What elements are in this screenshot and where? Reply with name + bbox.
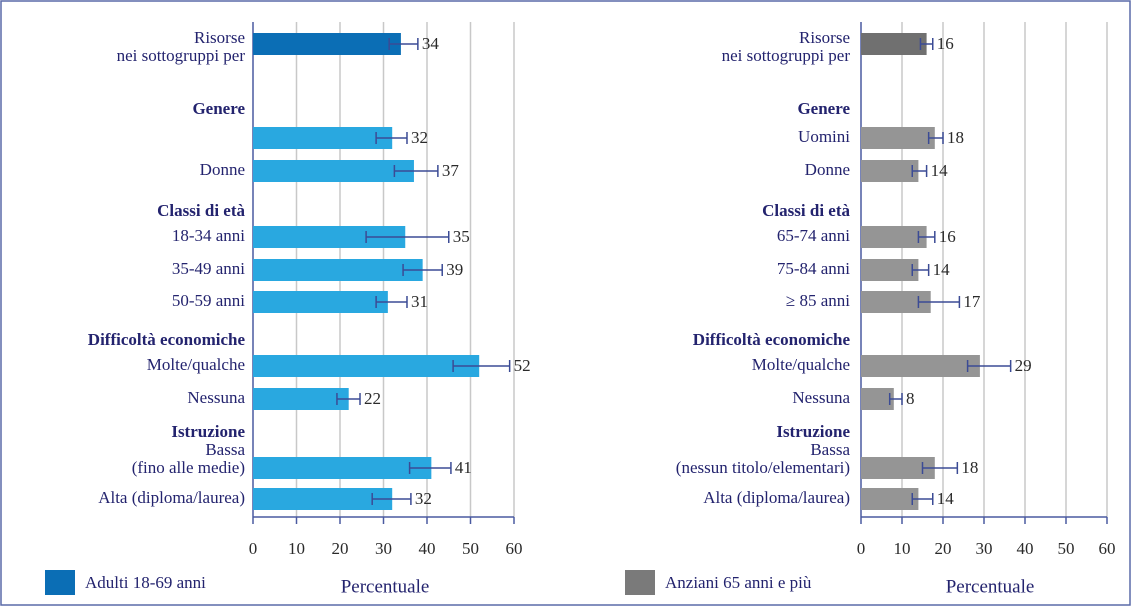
label-line: (fino alle medie) xyxy=(132,458,245,477)
bar xyxy=(253,226,406,248)
x-tick-label: 50 xyxy=(462,539,479,558)
value-label: 52 xyxy=(514,356,531,375)
bar xyxy=(253,259,423,281)
label-line: nei sottogruppi per xyxy=(722,46,851,65)
value-label: 14 xyxy=(937,489,955,508)
group-header: Classi di età xyxy=(157,201,245,220)
x-axis-title: Percentuale xyxy=(341,576,430,597)
value-label: 16 xyxy=(939,227,956,246)
bar xyxy=(253,291,388,313)
bar xyxy=(253,388,349,410)
category-label: 18-34 anni xyxy=(172,226,245,245)
value-label: 18 xyxy=(947,128,964,147)
category-label: Alta (diploma/laurea) xyxy=(703,488,850,507)
x-tick-label: 20 xyxy=(332,539,349,558)
value-label: 14 xyxy=(933,260,951,279)
bar xyxy=(253,457,432,479)
value-label: 22 xyxy=(364,389,381,408)
bar xyxy=(253,127,393,149)
bar xyxy=(861,127,935,149)
value-label: 32 xyxy=(411,128,428,147)
legend-label: Anziani 65 anni e più xyxy=(665,573,812,592)
x-tick-label: 10 xyxy=(894,539,911,558)
group-header: Istruzione xyxy=(171,422,245,441)
category-label: 35-49 anni xyxy=(172,259,245,278)
bar xyxy=(861,457,935,479)
x-tick-label: 50 xyxy=(1058,539,1075,558)
bar xyxy=(253,488,393,510)
bar xyxy=(861,291,931,313)
label-line: Bassa xyxy=(810,440,850,459)
group-header: Difficoltà economiche xyxy=(693,330,851,349)
bar xyxy=(253,33,401,55)
category-label: Risorse nei sottogruppi per xyxy=(117,28,246,65)
bar xyxy=(861,355,980,377)
bar xyxy=(861,488,919,510)
category-label: Donne xyxy=(805,160,850,179)
legend-swatch xyxy=(45,570,75,595)
group-header: Genere xyxy=(192,99,245,118)
category-label: Donne xyxy=(200,160,245,179)
category-label: 75-84 anni xyxy=(777,259,850,278)
value-label: 34 xyxy=(422,34,440,53)
category-label: ≥ 85 anni xyxy=(786,291,850,310)
group-header: Difficoltà economiche xyxy=(88,330,246,349)
category-label: Bassa (nessun titolo/elementari) xyxy=(676,440,851,477)
value-label: 41 xyxy=(455,458,472,477)
category-label: 65-74 anni xyxy=(777,226,850,245)
category-label: Alta (diploma/laurea) xyxy=(98,488,245,507)
category-label: Uomini xyxy=(798,127,850,146)
x-tick-label: 30 xyxy=(375,539,392,558)
group-header: Istruzione xyxy=(776,422,850,441)
x-tick-label: 60 xyxy=(1099,539,1116,558)
category-label: Nessuna xyxy=(792,388,850,407)
x-tick-label: 40 xyxy=(419,539,436,558)
value-label: 17 xyxy=(963,292,981,311)
x-tick-label: 20 xyxy=(935,539,952,558)
value-label: 39 xyxy=(446,260,463,279)
bar xyxy=(861,160,919,182)
label-line: (nessun titolo/elementari) xyxy=(676,458,850,477)
value-label: 29 xyxy=(1015,356,1032,375)
x-axis-title: Percentuale xyxy=(946,576,1035,597)
value-label: 35 xyxy=(453,227,470,246)
x-tick-label: 60 xyxy=(506,539,523,558)
legend-swatch xyxy=(625,570,655,595)
value-label: 16 xyxy=(937,34,954,53)
value-label: 32 xyxy=(415,489,432,508)
label-line: nei sottogruppi per xyxy=(117,46,246,65)
x-tick-label: 0 xyxy=(857,539,866,558)
bar xyxy=(253,355,480,377)
bar xyxy=(861,388,894,410)
value-label: 14 xyxy=(931,161,949,180)
x-tick-label: 40 xyxy=(1017,539,1034,558)
bar xyxy=(861,259,919,281)
label-line: Risorse xyxy=(799,28,850,47)
category-label: Molte/qualche xyxy=(752,355,850,374)
bar xyxy=(861,33,927,55)
bar xyxy=(253,160,414,182)
value-label: 18 xyxy=(961,458,978,477)
value-label: 31 xyxy=(411,292,428,311)
group-header: Genere xyxy=(797,99,850,118)
x-tick-label: 0 xyxy=(249,539,258,558)
value-label: 8 xyxy=(906,389,915,408)
category-label: 50-59 anni xyxy=(172,291,245,310)
value-label: 37 xyxy=(442,161,460,180)
x-tick-label: 10 xyxy=(288,539,305,558)
legend-label: Adulti 18-69 anni xyxy=(85,573,206,592)
category-label: Molte/qualche xyxy=(147,355,245,374)
bar xyxy=(861,226,927,248)
label-line: Risorse xyxy=(194,28,245,47)
group-header: Classi di età xyxy=(762,201,850,220)
category-label: Bassa (fino alle medie) xyxy=(132,440,246,477)
category-label: Nessuna xyxy=(187,388,245,407)
label-line: Bassa xyxy=(205,440,245,459)
x-tick-label: 30 xyxy=(976,539,993,558)
category-label: Risorse nei sottogruppi per xyxy=(722,28,851,65)
